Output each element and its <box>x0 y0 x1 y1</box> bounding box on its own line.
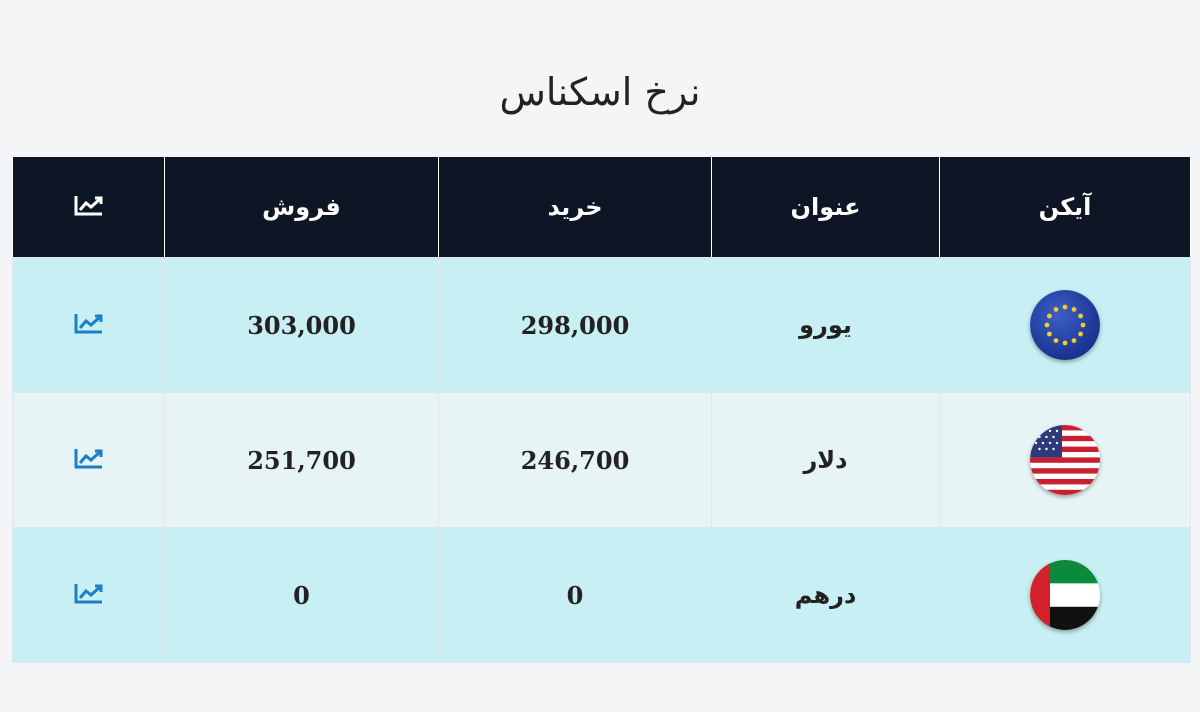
chart-line-icon <box>74 194 104 222</box>
table-row: یورو 298,000 303,000 <box>12 257 1191 393</box>
currency-rates-table: آیکن عنوان خرید فروش <box>12 157 1191 663</box>
table-row: دلار 246,700 251,700 <box>12 392 1191 528</box>
chart-cell <box>12 527 165 663</box>
table-row: درهم 0 0 <box>12 527 1191 663</box>
header-buy: خرید <box>438 157 712 258</box>
icon-cell <box>939 392 1191 528</box>
uae-flag-icon <box>1030 560 1100 630</box>
icon-cell <box>939 257 1191 393</box>
currency-title: دلار <box>711 392 940 528</box>
us-flag-icon <box>1030 425 1100 495</box>
currency-title: درهم <box>711 527 940 663</box>
table-header-row: آیکن عنوان خرید فروش <box>12 157 1191 258</box>
header-title: عنوان <box>711 157 940 258</box>
sell-value: 303,000 <box>164 257 439 393</box>
buy-value: 0 <box>438 527 712 663</box>
header-icon: آیکن <box>939 157 1191 258</box>
sell-value: 251,700 <box>164 392 439 528</box>
header-sell: فروش <box>164 157 439 258</box>
eu-flag-icon <box>1030 290 1100 360</box>
chart-line-icon[interactable] <box>74 582 104 610</box>
sell-value: 0 <box>164 527 439 663</box>
chart-line-icon[interactable] <box>74 447 104 475</box>
buy-value: 298,000 <box>438 257 712 393</box>
buy-value: 246,700 <box>438 392 712 528</box>
chart-cell <box>12 392 165 528</box>
icon-cell <box>939 527 1191 663</box>
chart-line-icon[interactable] <box>74 312 104 340</box>
currency-title: یورو <box>711 257 940 393</box>
page-title: نرخ اسکناس <box>499 70 701 114</box>
header-chart <box>12 157 165 258</box>
chart-cell <box>12 257 165 393</box>
